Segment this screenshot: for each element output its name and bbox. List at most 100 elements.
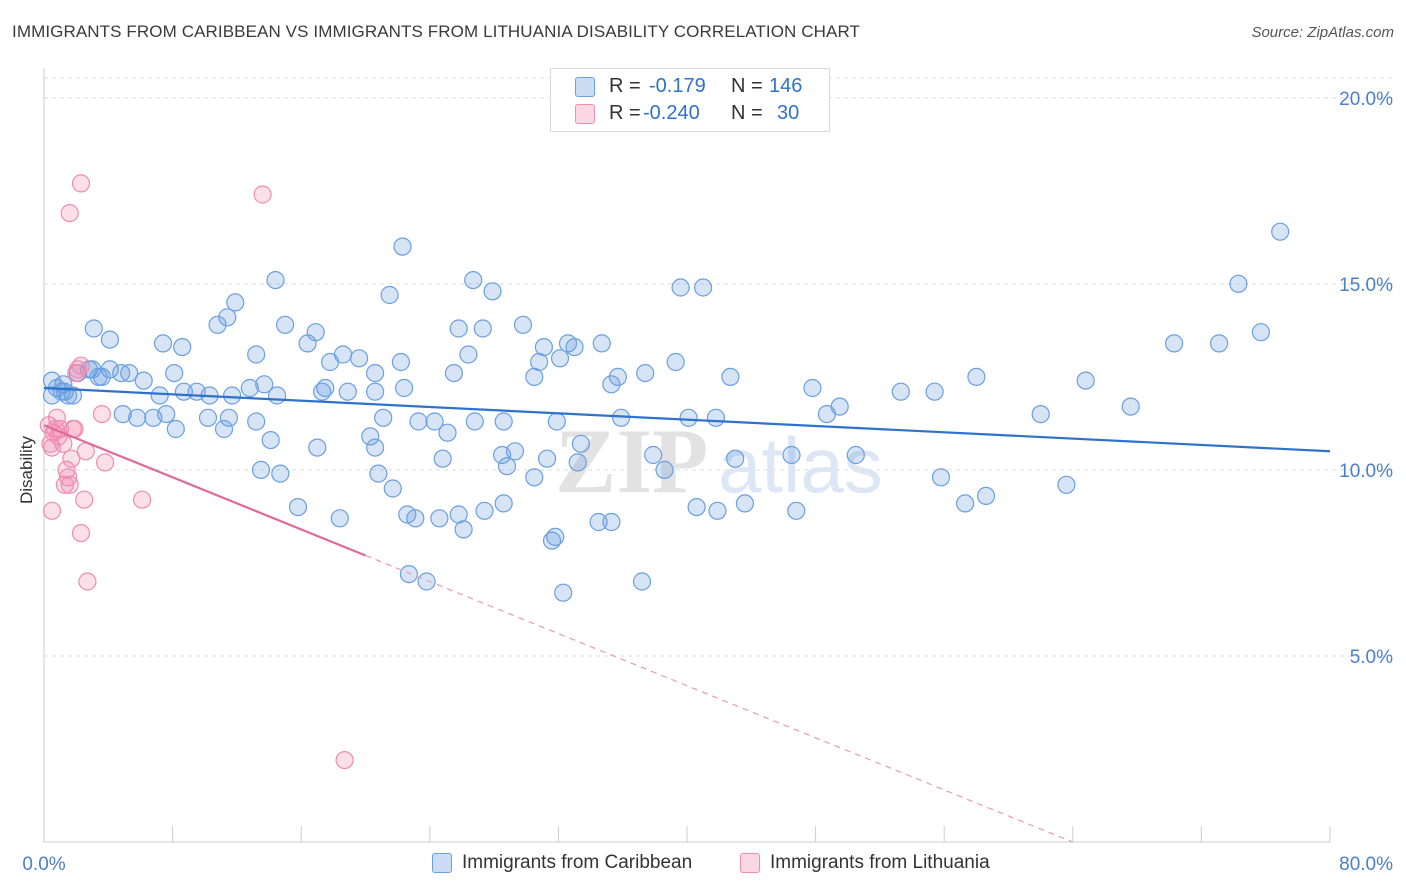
caribbean-point — [568, 453, 587, 472]
caribbean-point — [255, 375, 274, 394]
lithuania-point — [92, 405, 112, 424]
y-tick-label: 5.0% — [1350, 647, 1393, 668]
legend: Immigrants from Caribbean Immigrants fro… — [0, 852, 1406, 878]
lithuania-point — [47, 408, 67, 427]
caribbean-point — [449, 319, 468, 338]
caribbean-point — [636, 364, 655, 383]
caribbean-point — [655, 460, 674, 479]
caribbean-point — [393, 237, 412, 256]
caribbean-point — [374, 408, 393, 427]
caribbean-point — [525, 468, 544, 487]
caribbean-point — [84, 319, 103, 338]
stats-r-label: R = — [609, 102, 641, 124]
caribbean-point — [565, 338, 584, 357]
caribbean-point — [288, 498, 308, 517]
caribbean-point — [391, 352, 410, 372]
stats-box: R = -0.179 N = 146 R = -0.240 N = 30 — [550, 68, 830, 132]
lithuania-point — [335, 750, 354, 770]
legend-label-caribbean: Immigrants from Caribbean — [462, 852, 693, 873]
caribbean-point — [976, 486, 996, 505]
caribbean-point — [350, 349, 369, 368]
stats-row-lithuania: R = -0.240 N = 30 — [551, 100, 829, 126]
caribbean-point — [240, 378, 259, 398]
lithuania-point — [62, 449, 81, 468]
x-tick-label: 0.0% — [22, 854, 65, 875]
caribbean-point — [473, 319, 492, 338]
y-tick-label: 20.0% — [1339, 89, 1393, 110]
lithuania-point — [75, 490, 94, 509]
trend-line-lithuania — [43, 424, 366, 557]
caribbean-point — [398, 505, 417, 524]
caribbean-point — [1271, 222, 1290, 241]
caribbean-point — [1076, 371, 1095, 390]
source-label: Source: ZipAtlas.com — [1251, 24, 1394, 41]
caribbean-point — [1251, 323, 1271, 342]
watermark: ZIP atlas — [555, 410, 883, 512]
caribbean-point — [925, 382, 944, 401]
y-axis-label: Disability — [17, 435, 36, 505]
y-tick-label: 10.0% — [1339, 461, 1393, 482]
caribbean-point — [383, 479, 402, 498]
lithuania-point — [58, 468, 78, 487]
lithuania-point — [54, 434, 73, 453]
caribbean-point — [150, 386, 169, 405]
caribbean-point — [58, 386, 78, 405]
caribbean-point — [803, 378, 822, 398]
caribbean-point — [268, 386, 287, 405]
caribbean-point — [735, 494, 755, 513]
caribbean-point — [165, 364, 184, 383]
caribbean-point — [380, 285, 399, 305]
caribbean-point — [475, 501, 494, 520]
chart-title: IMMIGRANTS FROM CARIBBEAN VS IMMIGRANTS … — [12, 22, 861, 41]
lithuania-point — [57, 460, 76, 479]
caribbean-point — [134, 371, 153, 390]
caribbean-point — [554, 583, 573, 602]
caribbean-point — [708, 501, 727, 520]
axes — [43, 68, 1331, 843]
caribbean-point — [465, 412, 484, 431]
caribbean-point — [417, 572, 436, 591]
legend-item-lithuania[interactable]: Immigrants from Lithuania — [740, 852, 990, 874]
caribbean-point — [63, 386, 83, 405]
caribbean-point — [247, 412, 266, 431]
caribbean-point — [366, 364, 385, 383]
stats-r-value: -0.240 — [643, 102, 700, 124]
caribbean-point — [219, 408, 238, 427]
y-tick-label: 15.0% — [1339, 275, 1393, 296]
lithuania-point — [42, 438, 62, 457]
caribbean-point — [891, 382, 910, 401]
caribbean-point — [679, 408, 698, 427]
caribbean-point — [547, 412, 566, 431]
stats-r-label: R = — [609, 75, 641, 97]
caribbean-point — [513, 315, 533, 334]
legend-swatch-caribbean — [432, 853, 452, 873]
caribbean-point — [266, 271, 285, 290]
caribbean-point — [100, 330, 120, 349]
caribbean-point — [687, 498, 706, 517]
stats-n-label: N = — [731, 102, 763, 124]
legend-swatch-lithuania — [740, 853, 760, 873]
caribbean-point — [846, 445, 865, 465]
tick-labels: 5.0% 10.0% 15.0% 20.0% 0.0% 80.0% — [22, 89, 1393, 875]
legend-item-caribbean[interactable]: Immigrants from Caribbean — [432, 852, 692, 874]
caribbean-point — [589, 512, 608, 532]
watermark-zip: ZIP — [555, 410, 708, 512]
grid-lines — [44, 77, 1394, 657]
caribbean-point — [128, 408, 147, 427]
caribbean-point — [671, 278, 690, 297]
caribbean-point — [534, 338, 554, 357]
caribbean-point — [787, 501, 806, 520]
caribbean-point — [430, 509, 449, 528]
caribbean-point — [173, 338, 192, 357]
caribbean-point — [113, 405, 132, 424]
caribbean-point — [483, 282, 502, 301]
caribbean-point — [721, 367, 740, 386]
legend-label-lithuania: Immigrants from Lithuania — [770, 852, 990, 873]
caribbean-point — [542, 531, 562, 550]
caribbean-point — [100, 360, 120, 379]
caribbean-point — [1164, 334, 1184, 353]
x-tick-label: 80.0% — [1339, 854, 1393, 875]
caribbean-point — [251, 460, 271, 479]
caribbean-point — [208, 315, 227, 334]
caribbean-point — [817, 405, 837, 424]
